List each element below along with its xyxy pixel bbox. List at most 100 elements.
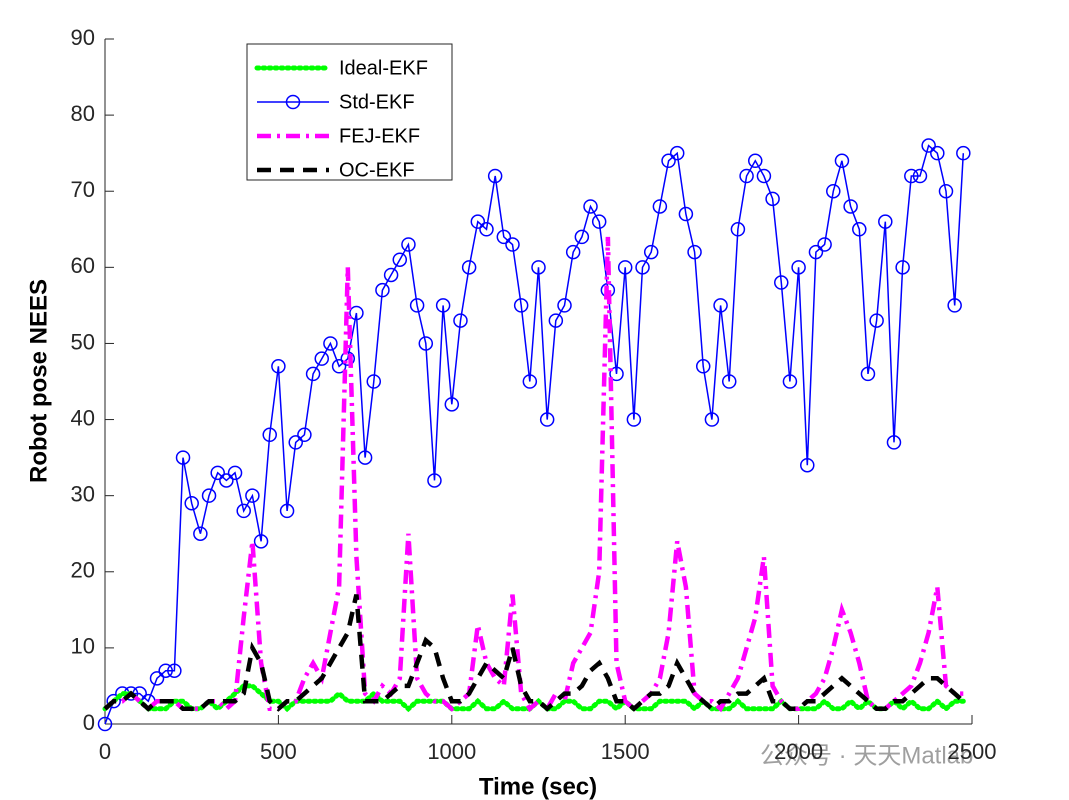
series-marker (227, 465, 243, 481)
series-marker (661, 153, 676, 169)
y-tick-label: 90 (71, 25, 95, 50)
series-marker (878, 214, 893, 229)
series-marker (817, 237, 832, 252)
series-marker (678, 206, 694, 222)
x-tick-label: 0 (99, 739, 111, 764)
legend-label: OC-EKF (339, 159, 415, 181)
series-marker (583, 199, 598, 214)
series-marker (427, 473, 442, 488)
series-marker (453, 313, 468, 328)
series-marker (401, 237, 416, 252)
series-marker (669, 145, 685, 161)
series-marker (557, 298, 572, 313)
y-tick-label: 30 (71, 481, 95, 506)
series-marker (331, 359, 347, 374)
series-marker (774, 275, 789, 290)
y-tick-label: 0 (83, 710, 95, 735)
series-marker (409, 298, 425, 313)
series-marker (548, 313, 564, 328)
series-marker (513, 298, 529, 313)
series-marker (652, 199, 668, 214)
series-marker (435, 298, 451, 313)
series-marker (843, 199, 858, 214)
series-marker (383, 267, 399, 283)
series-marker (418, 336, 434, 351)
series-marker (826, 183, 841, 199)
x-tick-label: 2500 (948, 739, 997, 764)
series-marker (323, 336, 338, 351)
series-marker (782, 374, 798, 389)
series-marker (305, 366, 321, 382)
series-marker (531, 260, 546, 275)
series-marker (565, 244, 581, 260)
series-marker (748, 153, 763, 169)
series-marker (921, 138, 936, 153)
series-line (103, 236, 964, 713)
legend-label: Ideal-EKF (339, 57, 428, 79)
legend-marker (285, 94, 301, 110)
series-marker (297, 427, 312, 443)
series-marker (505, 237, 520, 252)
series-marker (193, 526, 208, 541)
series-marker (97, 716, 113, 732)
series-marker (904, 168, 919, 184)
series-marker (947, 298, 962, 313)
series-marker (184, 496, 199, 511)
series-marker (739, 168, 754, 184)
y-tick-label: 60 (71, 253, 95, 278)
series-marker (730, 222, 746, 237)
series-marker (800, 457, 815, 473)
series-marker (643, 244, 659, 260)
series-marker (791, 260, 806, 275)
series-marker (279, 503, 295, 519)
series-marker (253, 534, 269, 549)
series-marker (201, 488, 217, 503)
series-marker (895, 260, 910, 275)
x-tick-label: 500 (260, 739, 297, 764)
series-line (103, 594, 965, 712)
legend-label: FEJ-EKF (339, 125, 420, 147)
series-marker (219, 473, 234, 488)
watermark: 公众号 · 天天Matlab (760, 742, 973, 769)
series-marker (808, 244, 824, 260)
series-marker (956, 145, 971, 161)
series-marker (721, 374, 737, 389)
y-tick-label: 80 (71, 101, 95, 126)
series-marker (487, 168, 503, 184)
series-marker (912, 168, 928, 184)
x-tick-label: 1000 (427, 739, 476, 764)
y-tick-label: 40 (71, 405, 95, 430)
series-marker (444, 397, 460, 412)
series-marker (539, 412, 555, 427)
series-marker (349, 305, 364, 321)
series-marker (635, 260, 650, 275)
series-marker (288, 435, 303, 450)
series-marker (860, 366, 876, 382)
series-marker (765, 191, 780, 207)
series-marker (262, 427, 277, 443)
x-tick-label: 1500 (601, 739, 650, 764)
series-marker (496, 229, 512, 245)
series-marker (834, 153, 850, 169)
series-marker (461, 260, 477, 275)
legend-label: Std-EKF (339, 91, 415, 113)
y-tick-label: 50 (71, 329, 95, 354)
series-marker (470, 214, 486, 229)
series-marker (210, 465, 225, 481)
series-marker (175, 450, 191, 465)
series-marker (479, 222, 494, 237)
series-marker (314, 351, 329, 366)
series-marker (149, 671, 165, 686)
x-axis-label: Time (sec) (479, 773, 597, 800)
series-marker (704, 412, 720, 427)
series-marker (852, 222, 867, 237)
series-marker (695, 359, 711, 374)
series-marker (609, 366, 624, 382)
series-marker (245, 488, 260, 503)
series-marker (158, 663, 173, 678)
series-marker (236, 503, 251, 519)
series-marker (392, 252, 408, 267)
series-marker (271, 359, 286, 374)
series-marker (340, 351, 356, 366)
